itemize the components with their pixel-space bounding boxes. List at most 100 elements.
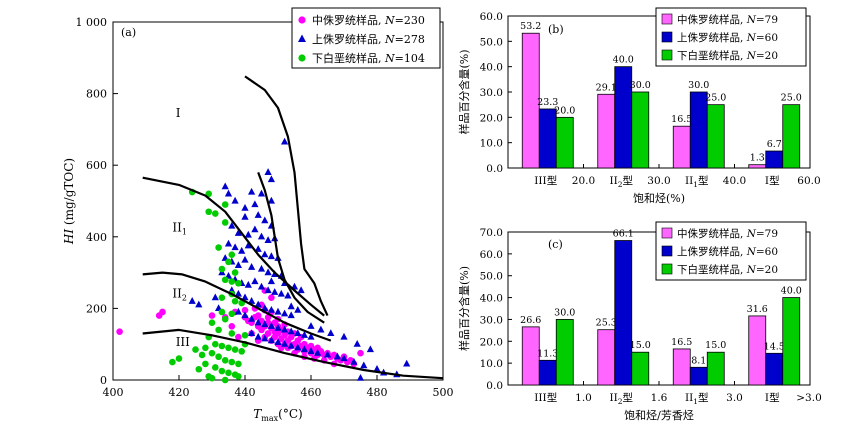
data-point-circle	[238, 348, 245, 355]
text-part: 型	[698, 174, 709, 187]
data-point-triangle	[350, 357, 358, 365]
bar	[555, 116, 574, 169]
text-part: 型	[623, 174, 634, 187]
data-point-triangle	[327, 329, 335, 337]
zone-boundary-curve	[142, 328, 444, 380]
text-part: N	[384, 52, 395, 65]
legend-swatch	[661, 245, 673, 257]
y-tick-label: 50.0	[480, 271, 503, 283]
data-point-circle	[228, 251, 236, 258]
x-axis-label: 饱和烃/芳香烃	[624, 408, 694, 422]
data-point-circle	[231, 346, 239, 353]
data-point-circle	[221, 219, 229, 226]
x-tick-label: 480	[367, 386, 388, 399]
data-point-circle	[221, 315, 229, 323]
bar-value-label: 29.1	[596, 82, 617, 93]
data-point-triangle	[267, 175, 275, 183]
data-point-circle	[225, 344, 232, 352]
data-point-circle	[116, 328, 123, 335]
data-point-circle	[215, 326, 222, 334]
data-point-circle	[221, 376, 229, 384]
x-boundary-label: 30.0	[647, 175, 670, 187]
legend-marker-circle	[298, 54, 306, 62]
data-point-triangle	[300, 331, 308, 338]
data-point-triangle	[284, 291, 292, 299]
data-point-triangle	[251, 225, 259, 233]
data-point-circle	[218, 265, 226, 273]
data-point-triangle	[353, 340, 361, 347]
bar-value-label: 8.1	[691, 355, 706, 366]
bar-value-label: 31.6	[747, 304, 768, 315]
data-point-triangle	[244, 241, 252, 249]
data-point-triangle	[241, 203, 249, 211]
bar	[538, 359, 557, 386]
bar-value-label: 30.0	[630, 80, 651, 91]
legend-entry: 下白垩统样品, N=20	[677, 263, 778, 276]
data-point-circle	[235, 333, 242, 341]
category-label: II2型	[609, 391, 633, 406]
data-point-circle	[235, 360, 242, 368]
data-point-circle	[231, 269, 239, 276]
data-point-circle	[202, 344, 209, 352]
y-tick-label: 10.0	[480, 138, 503, 150]
data-point-triangle	[257, 232, 266, 240]
zone-label: II2	[172, 287, 187, 303]
legend-marker-triangle	[298, 34, 306, 42]
bar-value-label: 25.3	[596, 318, 617, 329]
data-point-circle	[195, 365, 203, 373]
bar	[614, 240, 633, 386]
text-part: =278	[395, 33, 425, 46]
data-point-triangle	[287, 311, 295, 319]
legend-box	[291, 7, 441, 69]
text-part: =79	[756, 14, 778, 26]
data-point-triangle	[231, 196, 239, 204]
data-point-triangle	[264, 168, 272, 175]
data-point-circle	[221, 201, 229, 208]
data-point-triangle	[248, 329, 256, 337]
data-point-triangle	[264, 286, 272, 294]
data-point-triangle	[271, 288, 279, 295]
legend-entry: 中侏罗统样品, N=230	[312, 13, 425, 27]
data-point-triangle	[211, 293, 219, 301]
y-tick-label: 30.0	[480, 314, 503, 326]
data-point-circle	[228, 330, 236, 337]
text-part: (°C)	[278, 407, 303, 421]
text-part: =60	[756, 32, 778, 44]
x-boundary-label: >3.0	[796, 392, 822, 404]
data-point-circle	[221, 357, 229, 364]
data-point-triangle	[267, 305, 275, 313]
data-point-triangle	[238, 246, 246, 254]
data-point-circle	[218, 294, 226, 301]
bar-value-label: 16.5	[671, 337, 692, 348]
legend-entry: 中侏罗统样品, N=79	[677, 13, 778, 26]
text-part: N	[384, 14, 395, 27]
data-point-triangle	[300, 345, 308, 353]
legend-entry: 上侏罗统样品, N=60	[677, 245, 778, 258]
panel-label: (c)	[548, 238, 563, 251]
x-boundary-label: 40.0	[723, 175, 746, 187]
data-point-triangle	[234, 307, 242, 315]
data-point-triangle	[224, 189, 233, 197]
data-point-triangle	[360, 361, 368, 369]
text-part: 1	[693, 180, 698, 189]
data-point-triangle	[307, 332, 315, 340]
data-point-triangle	[248, 314, 256, 322]
text-part: 中侏罗统样品,	[677, 227, 747, 240]
data-point-triangle	[323, 350, 332, 358]
bar-value-label: 16.5	[671, 114, 692, 125]
bar-value-label: 23.3	[537, 97, 558, 108]
bar	[631, 91, 650, 169]
data-point-triangle	[267, 336, 275, 344]
data-point-triangle	[307, 322, 315, 329]
bar	[706, 104, 725, 169]
text-part: 型	[623, 391, 634, 404]
zone-boundary-curve	[142, 176, 325, 317]
y-tick-label: 40.0	[480, 62, 503, 74]
data-point-triangle	[333, 352, 341, 360]
data-point-triangle	[281, 340, 289, 347]
bar	[555, 319, 574, 386]
data-point-circle	[264, 330, 272, 337]
x-boundary-label: 60.0	[797, 175, 820, 187]
data-point-circle	[231, 297, 239, 305]
bar-value-label: 40.0	[613, 55, 634, 66]
